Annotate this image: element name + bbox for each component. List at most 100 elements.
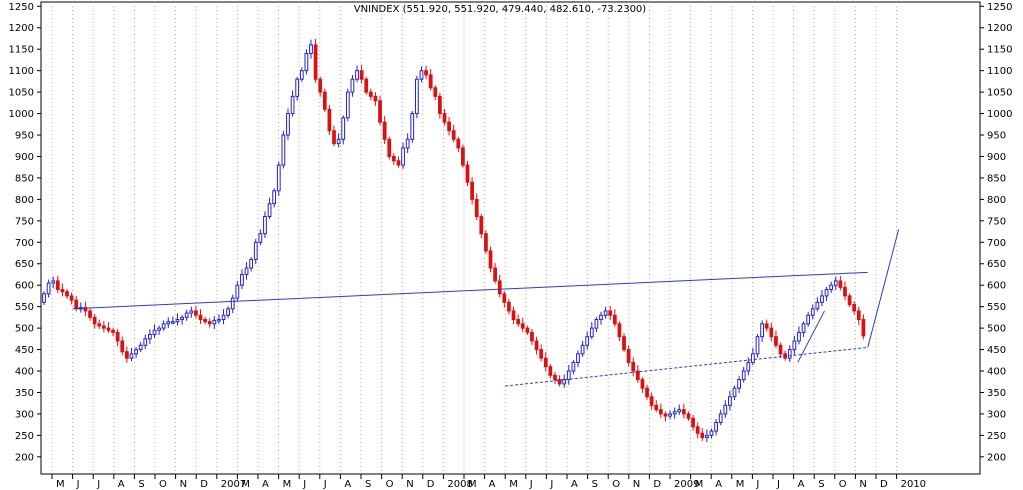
y-tick-label-left: 400 bbox=[15, 367, 34, 378]
candle-body bbox=[576, 353, 580, 363]
y-tick-label-right: 750 bbox=[987, 216, 1006, 227]
plot-area bbox=[40, 1, 981, 475]
candle-body bbox=[847, 295, 852, 306]
candle-body bbox=[414, 78, 419, 115]
candle-body bbox=[263, 216, 267, 235]
y-tick-label-right: 200 bbox=[987, 452, 1006, 463]
candle-body bbox=[622, 336, 626, 351]
candle-body bbox=[83, 307, 88, 312]
x-tick-label: J bbox=[302, 479, 306, 490]
candle-body bbox=[474, 198, 479, 218]
candle-body bbox=[92, 316, 97, 325]
y-tick-label-right: 1250 bbox=[987, 2, 1012, 13]
candle-body bbox=[327, 108, 332, 132]
candle-body bbox=[548, 366, 553, 376]
x-tick-label: N bbox=[633, 479, 640, 490]
candle-body bbox=[470, 181, 474, 200]
x-tick-label: A bbox=[489, 479, 496, 490]
candle-body bbox=[456, 138, 461, 149]
candle-body bbox=[792, 340, 797, 351]
candle-body bbox=[737, 379, 741, 389]
y-tick-label-left: 1050 bbox=[9, 88, 34, 99]
candle-body bbox=[433, 87, 438, 97]
x-tick-label: 2008 bbox=[447, 479, 472, 490]
candle-body bbox=[180, 316, 184, 321]
candle-body bbox=[728, 396, 732, 406]
trendline bbox=[867, 229, 900, 348]
candle-body bbox=[654, 404, 659, 411]
y-tick-label-right: 950 bbox=[987, 131, 1006, 142]
candle-body bbox=[465, 164, 470, 183]
x-tick-label: J bbox=[96, 479, 100, 490]
candle-body bbox=[829, 284, 834, 290]
candle-body bbox=[55, 280, 60, 290]
candle-body bbox=[838, 280, 843, 288]
candle-body bbox=[253, 241, 258, 260]
candle-body bbox=[74, 299, 79, 310]
candle-body bbox=[585, 336, 590, 346]
y-tick-label-right: 300 bbox=[987, 409, 1006, 420]
candle-body bbox=[787, 349, 792, 359]
candle-body bbox=[658, 409, 663, 415]
candle-body bbox=[309, 44, 313, 54]
candle-body bbox=[373, 95, 378, 102]
x-tick-label: S bbox=[592, 479, 598, 490]
y-tick-label-left: 500 bbox=[15, 324, 34, 335]
candle-body bbox=[516, 319, 521, 325]
candle-body bbox=[161, 323, 166, 329]
y-tick-label-left: 650 bbox=[15, 259, 34, 270]
x-tick-label: O bbox=[386, 479, 394, 490]
candle-body bbox=[322, 91, 327, 110]
candle-body bbox=[198, 314, 203, 321]
candle-body bbox=[497, 280, 502, 295]
candle-body bbox=[217, 319, 221, 322]
candle-body bbox=[705, 434, 709, 439]
x-tick-label: J bbox=[323, 479, 327, 490]
candle-body bbox=[488, 250, 493, 269]
candle-body bbox=[856, 310, 861, 321]
candle-body bbox=[97, 323, 102, 327]
x-tick-label: A bbox=[715, 479, 722, 490]
candle-body bbox=[276, 164, 281, 192]
y-tick-label-right: 550 bbox=[987, 302, 1006, 313]
y-tick-label-left: 200 bbox=[15, 452, 34, 463]
candle-body bbox=[438, 95, 442, 115]
candle-body bbox=[258, 233, 263, 243]
x-tick-label: A bbox=[118, 479, 125, 490]
candle-body bbox=[709, 430, 714, 436]
candle-body bbox=[396, 160, 401, 166]
candle-body bbox=[230, 297, 235, 310]
candle-body bbox=[700, 432, 705, 439]
x-tick-label: A bbox=[344, 479, 351, 490]
y-tick-label-left: 750 bbox=[15, 216, 34, 227]
candle-body bbox=[520, 323, 525, 329]
candle-body bbox=[461, 147, 465, 166]
candle-body bbox=[797, 331, 801, 342]
candle-body bbox=[157, 327, 161, 331]
candle-body bbox=[69, 295, 74, 301]
x-tick-label: J bbox=[529, 479, 533, 490]
y-axis-right: 200 250 300 350 400 450 500 550 600 650 700 750 800 8… bbox=[980, 2, 1012, 463]
candle-body bbox=[194, 310, 198, 316]
candle-body bbox=[124, 351, 129, 359]
y-tick-label-left: 850 bbox=[15, 173, 34, 184]
candle-body bbox=[51, 280, 56, 284]
candle-body bbox=[778, 344, 783, 355]
candle-body bbox=[419, 70, 424, 80]
y-axis-left: 200 250 300 350 400 450 500 550 600 650 700 750 800 8… bbox=[9, 2, 41, 463]
candle-body bbox=[240, 273, 244, 286]
candle-body bbox=[691, 417, 695, 428]
trendlines bbox=[72, 229, 900, 387]
candle-body bbox=[714, 422, 718, 432]
candle-body bbox=[410, 113, 415, 140]
candle-body bbox=[368, 91, 373, 97]
candle-body bbox=[152, 329, 157, 336]
candle-body bbox=[723, 404, 728, 415]
trendline bbox=[72, 271, 868, 310]
candle-body bbox=[143, 338, 148, 346]
candle-body bbox=[608, 310, 613, 316]
y-tick-label-left: 250 bbox=[15, 431, 34, 442]
candle-body bbox=[451, 130, 456, 140]
candle-body bbox=[447, 121, 451, 132]
